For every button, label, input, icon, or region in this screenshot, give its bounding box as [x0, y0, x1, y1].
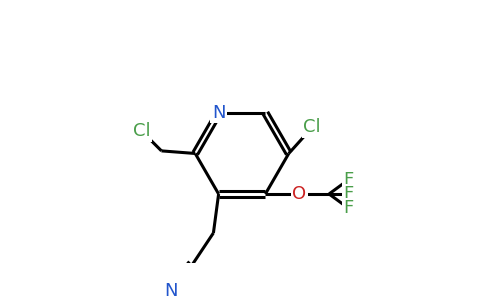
Text: O: O	[292, 185, 306, 203]
Text: N: N	[164, 282, 177, 300]
Text: N: N	[212, 104, 226, 122]
Text: F: F	[344, 171, 354, 189]
Text: F: F	[344, 185, 354, 203]
Text: Cl: Cl	[133, 122, 151, 140]
Text: F: F	[344, 199, 354, 217]
Text: Cl: Cl	[303, 118, 321, 136]
